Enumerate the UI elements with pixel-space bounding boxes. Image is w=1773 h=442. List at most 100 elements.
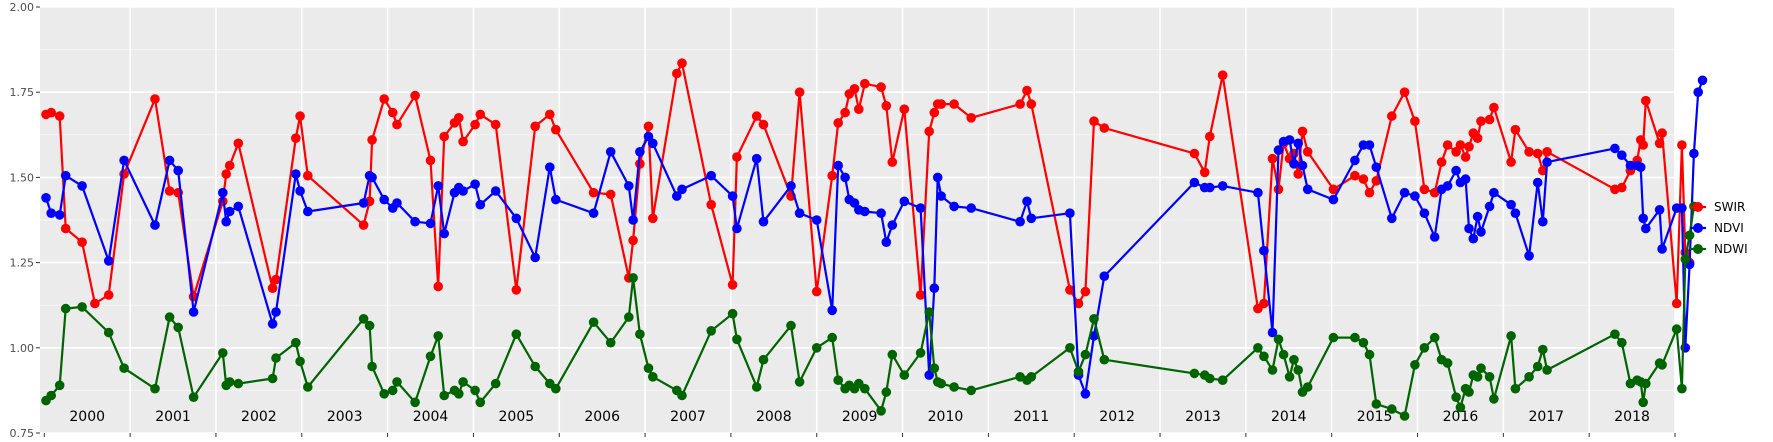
data-point-ndvi	[1328, 194, 1339, 205]
data-point-ndwi	[706, 326, 716, 336]
data-point-ndvi	[794, 208, 805, 218]
data-point-ndvi	[966, 203, 976, 213]
data-point-ndvi	[1022, 196, 1032, 207]
data-point-swir	[966, 113, 976, 123]
data-point-swir	[1524, 147, 1534, 157]
data-point-ndwi	[511, 329, 522, 340]
data-point-ndwi	[77, 302, 87, 312]
data-point-ndwi	[1399, 411, 1410, 421]
data-point-swir	[103, 290, 114, 300]
data-point-swir	[887, 157, 898, 167]
data-point-ndwi	[1099, 354, 1110, 365]
series-layer	[41, 58, 1708, 421]
data-point-ndwi	[924, 307, 934, 317]
data-point-ndvi	[1476, 227, 1486, 237]
data-point-ndvi	[164, 155, 175, 166]
data-point-ndvi	[635, 147, 645, 157]
data-point-swir	[1677, 140, 1687, 150]
data-point-ndwi	[490, 378, 501, 389]
data-point-swir	[545, 109, 555, 120]
data-point-ndwi	[648, 372, 658, 382]
data-point-ndwi	[1302, 382, 1313, 392]
data-point-ndvi	[291, 169, 301, 179]
data-point-swir	[379, 94, 390, 104]
data-point-swir	[530, 121, 540, 132]
legend-label-ndvi: NDVI	[1714, 221, 1744, 235]
data-point-ndvi	[1364, 140, 1375, 150]
data-point-swir	[1259, 298, 1269, 309]
data-point-ndwi	[470, 385, 480, 396]
data-point-ndwi	[60, 303, 71, 314]
data-point-ndvi	[60, 170, 71, 181]
data-point-swir	[840, 107, 850, 118]
data-point-ndvi	[1253, 187, 1263, 198]
data-point-ndvi	[860, 206, 870, 217]
legend-item-ndvi: NDVI	[1690, 221, 1744, 235]
year-label-2000: 2000	[69, 409, 105, 425]
series-swir	[41, 58, 1695, 314]
data-point-swir	[1460, 152, 1471, 162]
data-point-swir	[164, 186, 175, 196]
data-point-ndwi	[1267, 365, 1278, 375]
data-point-ndvi	[218, 187, 228, 198]
data-point-ndwi	[1410, 360, 1420, 370]
data-point-ndwi	[1489, 394, 1499, 404]
data-point-ndvi	[672, 191, 682, 201]
data-point-ndwi	[164, 312, 175, 322]
data-point-swir	[1022, 85, 1032, 96]
data-point-swir	[1297, 126, 1308, 137]
data-point-swir	[224, 160, 235, 171]
data-point-ndwi	[1364, 349, 1375, 360]
data-point-swir	[1638, 140, 1648, 150]
data-point-swir	[949, 99, 959, 109]
year-label-2009: 2009	[842, 409, 878, 425]
data-point-ndwi	[899, 370, 910, 380]
data-point-swir	[1532, 148, 1543, 159]
data-point-swir	[588, 187, 599, 198]
data-point-swir	[454, 113, 464, 123]
legend-item-swir: SWIR	[1690, 200, 1745, 214]
y-tick-label: 1.50	[10, 171, 35, 184]
year-label-2013: 2013	[1185, 409, 1221, 425]
year-label-2002: 2002	[241, 409, 277, 425]
data-point-ndvi	[1610, 143, 1620, 154]
data-point-ndwi	[267, 373, 278, 384]
data-point-ndwi	[439, 390, 450, 401]
data-point-swir	[433, 281, 444, 292]
data-point-swir	[833, 118, 843, 128]
data-point-ndvi	[303, 206, 313, 217]
data-point-ndvi	[46, 208, 56, 218]
data-point-ndwi	[605, 337, 616, 348]
data-point-ndwi	[291, 337, 301, 348]
data-point-ndvi	[936, 191, 946, 201]
data-point-swir	[1328, 184, 1339, 195]
data-point-ndwi	[1293, 365, 1303, 375]
data-point-swir	[233, 138, 244, 149]
data-point-swir	[1350, 170, 1360, 181]
data-point-ndvi	[173, 165, 183, 176]
data-point-swir	[1641, 95, 1651, 106]
year-label-2016: 2016	[1443, 409, 1479, 425]
data-point-swir	[1542, 147, 1552, 157]
data-point-ndwi	[1464, 387, 1474, 397]
year-label-2007: 2007	[670, 409, 706, 425]
data-point-ndwi	[860, 383, 870, 394]
data-point-ndvi	[827, 305, 837, 316]
data-point-ndvi	[786, 181, 796, 191]
data-point-ndvi	[470, 179, 480, 189]
data-point-swir	[677, 58, 687, 68]
data-point-ndwi	[915, 348, 926, 358]
data-point-swir	[1080, 286, 1091, 297]
data-point-ndvi	[392, 198, 402, 208]
data-point-swir	[628, 235, 638, 246]
data-point-swir	[470, 119, 480, 130]
data-point-swir	[1399, 87, 1410, 97]
data-point-ndwi	[551, 383, 561, 394]
data-point-ndwi	[588, 317, 599, 328]
data-point-ndvi	[1641, 223, 1651, 234]
data-point-swir	[1015, 99, 1025, 109]
data-point-swir	[915, 290, 926, 300]
data-point-swir	[1205, 131, 1215, 142]
data-point-swir	[1472, 133, 1483, 143]
data-point-ndvi	[103, 256, 114, 266]
